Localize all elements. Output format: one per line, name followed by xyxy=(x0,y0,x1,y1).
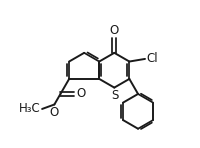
Text: O: O xyxy=(76,87,85,100)
Text: H₃C: H₃C xyxy=(19,102,41,115)
Text: O: O xyxy=(49,106,58,119)
Text: O: O xyxy=(110,24,119,37)
Text: Cl: Cl xyxy=(147,52,158,65)
Text: S: S xyxy=(111,89,118,102)
